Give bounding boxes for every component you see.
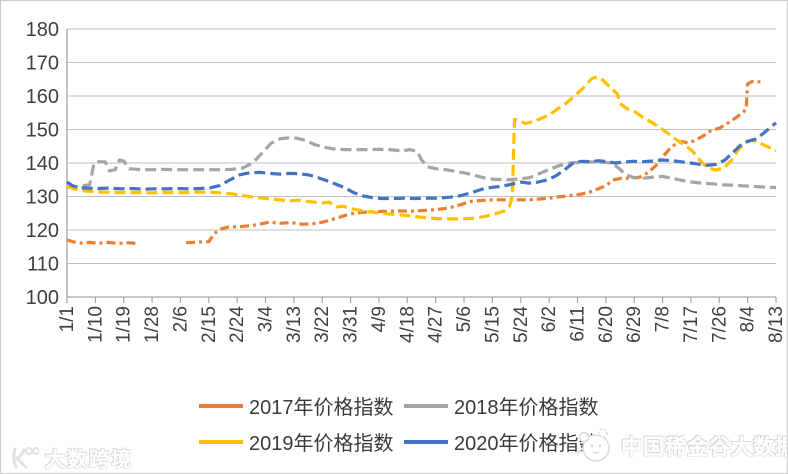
x-axis-label: 6/20 (596, 306, 617, 343)
legend-item-2018: 2018年价格指数 (404, 393, 634, 419)
legend-label: 2018年价格指数 (454, 397, 599, 419)
x-axis-label: 1/1 (57, 306, 78, 332)
x-axis-label: 4/18 (397, 306, 418, 343)
x-axis-label: 5/15 (482, 306, 503, 343)
y-axis-label: 100 (26, 287, 59, 309)
legend-swatch (404, 403, 448, 408)
x-axis-label: 2/6 (170, 306, 191, 332)
x-axis-label: 2/15 (199, 306, 220, 343)
legend-swatch (199, 403, 243, 408)
x-axis-label: 1/19 (114, 306, 135, 343)
y-axis-label: 160 (26, 86, 59, 108)
x-axis-label: 1/28 (142, 306, 163, 343)
y-axis-label: 150 (26, 120, 59, 142)
legend-label: 2017年价格指数 (249, 397, 394, 419)
legend-item-2020: 2020年价格指数 (404, 429, 634, 455)
y-axis-label: 140 (26, 153, 59, 175)
series-line-2020 (66, 121, 778, 201)
x-axis-label: 4/27 (426, 306, 447, 343)
x-axis-label: 2/24 (227, 306, 248, 343)
y-axis-label: 180 (26, 19, 59, 41)
y-axis-label: 120 (26, 220, 59, 242)
series-line-2017 (66, 80, 761, 245)
legend-item-2019: 2019年价格指数 (199, 429, 404, 455)
legend-label: 2020年价格指数 (454, 433, 599, 455)
dashu-kuajing-logo-icon (12, 446, 39, 468)
panda-mascot-logo-icon (577, 428, 610, 462)
x-axis-label: 5/6 (454, 306, 475, 332)
x-axis-label: 7/26 (709, 306, 730, 343)
y-axis-label: 110 (27, 254, 59, 276)
watermark-bottom-right: 中国稀金谷大数据 (575, 426, 788, 466)
y-axis-label: 170 (26, 53, 59, 75)
legend-label: 2019年价格指数 (249, 433, 394, 455)
x-axis-label: 7/17 (681, 306, 702, 343)
series-line-2019 (66, 75, 777, 221)
x-axis-label: 7/8 (653, 306, 674, 332)
x-axis-label: 4/9 (369, 306, 390, 332)
x-axis-label: 3/22 (312, 306, 333, 343)
x-axis-label: 3/4 (256, 306, 277, 333)
x-axis-label: 3/31 (341, 306, 362, 343)
x-axis-label: 1/10 (85, 306, 106, 343)
legend-swatch (199, 439, 243, 444)
x-axis-label: 8/13 (766, 306, 787, 343)
x-axis-label: 3/13 (284, 306, 305, 343)
x-axis-label: 6/11 (567, 306, 588, 342)
watermark-bottom-left: 大数跨境 (9, 443, 133, 472)
legend-swatch (404, 439, 448, 444)
series-line-2018 (66, 136, 777, 190)
x-axis-label: 6/29 (624, 306, 645, 343)
watermark-bottom-left-text: 大数跨境 (45, 449, 133, 471)
chart-legend: 2017年价格指数 2018年价格指数 2019年价格指数 2020年价格指数 (199, 393, 634, 455)
x-axis-label: 6/2 (539, 306, 560, 332)
legend-item-2017: 2017年价格指数 (199, 393, 404, 419)
x-axis-label: 5/24 (511, 306, 532, 343)
x-axis-label: 8/4 (738, 306, 759, 333)
y-axis-label: 130 (26, 187, 59, 209)
watermark-bottom-right-text: 中国稀金谷大数据 (621, 436, 788, 459)
